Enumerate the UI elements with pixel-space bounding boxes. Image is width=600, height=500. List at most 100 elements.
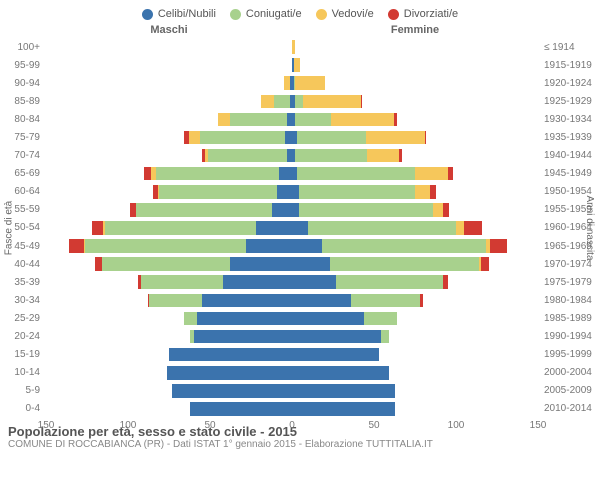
seg: [292, 275, 336, 289]
age-row: 95-99 1915-1919: [0, 56, 600, 74]
bar-male: [190, 402, 292, 416]
bar-area: [46, 346, 538, 364]
seg: [292, 384, 395, 398]
bar-area: [46, 364, 538, 382]
bar-area: [46, 309, 538, 327]
age-row: 90-941920-1924: [0, 74, 600, 92]
seg: [189, 131, 200, 145]
seg: [299, 203, 433, 217]
bar-area: [46, 237, 538, 255]
half-female: [292, 400, 538, 418]
bar-area: [46, 110, 538, 128]
age-label: 15-19: [0, 349, 46, 360]
x-tick: 100: [448, 420, 465, 431]
seg: [292, 294, 351, 308]
bar-area: [46, 92, 538, 110]
seg: [218, 113, 229, 127]
seg: [381, 330, 389, 344]
bar-male: [172, 384, 292, 398]
seg: [430, 185, 437, 199]
seg: [322, 239, 486, 253]
seg: [246, 239, 292, 253]
half-female: [292, 92, 538, 110]
seg: [272, 203, 292, 217]
seg: [295, 76, 325, 90]
half-male: [46, 183, 292, 201]
year-label: 2005-2009: [538, 385, 600, 396]
seg: [490, 239, 506, 253]
year-label: 1920-1924: [538, 78, 600, 89]
bar-area: [46, 273, 538, 291]
half-male: [46, 74, 292, 92]
half-female: [292, 255, 538, 273]
seg: [292, 348, 379, 362]
seg: [294, 58, 301, 72]
age-label: 75-79: [0, 132, 46, 143]
seg: [159, 185, 277, 199]
half-female: [292, 38, 538, 56]
bar-male: [144, 167, 292, 181]
bar-female: [292, 239, 507, 253]
age-row: 0-42010-2014: [0, 400, 600, 418]
bar-female: [292, 95, 363, 109]
legend-label: Vedovi/e: [332, 8, 374, 20]
bar-female: [292, 113, 397, 127]
seg: [297, 131, 366, 145]
seg: [292, 40, 295, 54]
x-tick: 50: [368, 420, 379, 431]
age-row: 100+≤ 1914: [0, 38, 600, 56]
half-female: [292, 219, 538, 237]
year-label: 1915-1919: [538, 60, 600, 71]
bar-male: [218, 113, 292, 127]
bar-male: [153, 185, 292, 199]
age-row: 30-341980-1984: [0, 291, 600, 309]
seg: [367, 149, 398, 163]
half-female: [292, 291, 538, 309]
seg: [464, 221, 482, 235]
legend-dot: [316, 9, 327, 20]
seg: [172, 384, 292, 398]
age-row: 40-441970-1974: [0, 255, 600, 273]
x-tick: 0: [289, 420, 295, 431]
age-row: 15-191995-1999: [0, 346, 600, 364]
half-male: [46, 92, 292, 110]
bar-female: [292, 167, 453, 181]
year-label: 1945-1949: [538, 168, 600, 179]
half-female: [292, 237, 538, 255]
seg: [202, 294, 292, 308]
age-label: 40-44: [0, 259, 46, 270]
y-axis-right-label: Anni di nascita: [584, 195, 595, 260]
x-tick: 100: [120, 420, 137, 431]
age-label: 80-84: [0, 114, 46, 125]
seg: [308, 221, 456, 235]
seg: [167, 366, 292, 380]
bar-area: [46, 400, 538, 418]
age-row: 20-241990-1994: [0, 328, 600, 346]
half-male: [46, 219, 292, 237]
bar-male: [169, 348, 292, 362]
age-label: 25-29: [0, 313, 46, 324]
seg: [425, 131, 427, 145]
bar-area: [46, 201, 538, 219]
year-label: ≤ 1914: [538, 42, 600, 53]
year-label: 1980-1984: [538, 295, 600, 306]
bar-female: [292, 402, 395, 416]
x-axis: 15010050050100150: [0, 420, 600, 440]
bar-area: [46, 128, 538, 146]
seg: [69, 239, 84, 253]
bar-female: [292, 58, 300, 72]
x-tick: 50: [204, 420, 215, 431]
seg: [208, 149, 287, 163]
half-male: [46, 382, 292, 400]
legend-item: Divorziati/e: [388, 8, 458, 20]
year-label: 1940-1944: [538, 150, 600, 161]
half-female: [292, 147, 538, 165]
legend-dot: [388, 9, 399, 20]
age-label: 95-99: [0, 60, 46, 71]
age-label: 65-69: [0, 168, 46, 179]
bar-female: [292, 384, 395, 398]
seg: [394, 113, 397, 127]
year-label: 1990-1994: [538, 331, 600, 342]
seg: [292, 330, 381, 344]
seg: [415, 185, 430, 199]
